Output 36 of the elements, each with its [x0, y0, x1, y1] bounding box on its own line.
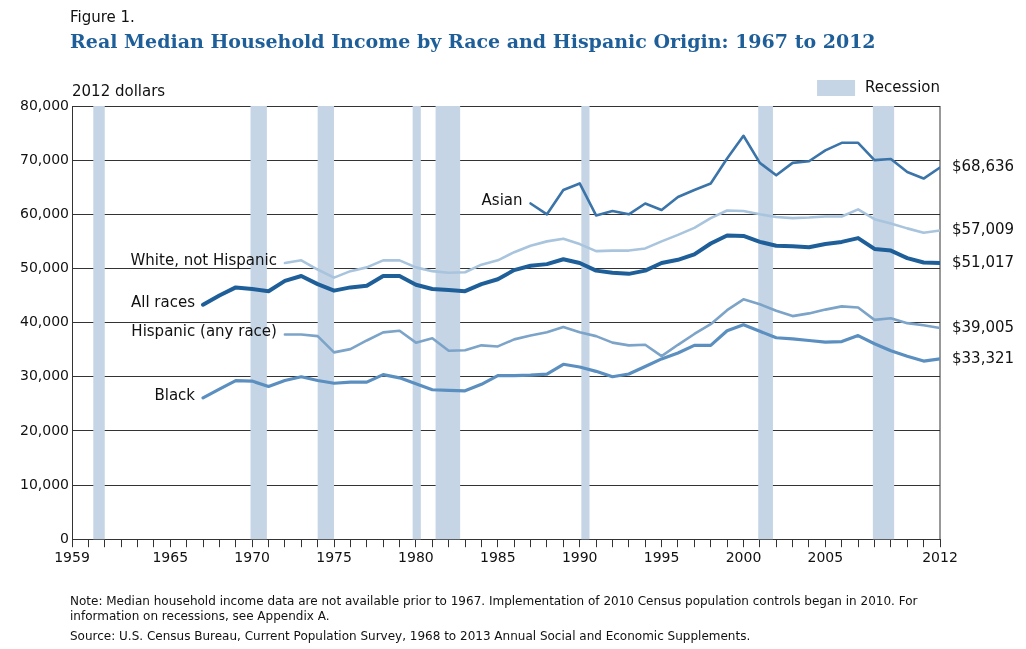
- x-tick-label: 1970: [234, 549, 270, 566]
- data-label: $39,005: [952, 317, 1015, 336]
- y-tick-label: 0: [60, 529, 69, 546]
- x-tick-label: 2005: [807, 549, 844, 566]
- series-label: Black: [154, 385, 196, 404]
- x-tick-label: 1995: [643, 549, 680, 566]
- y-tick-label: 30,000: [20, 367, 69, 384]
- y-tick-label: 70,000: [20, 150, 69, 167]
- y-tick-label: 80,000: [20, 96, 69, 113]
- series-label: All races: [131, 292, 196, 311]
- x-tick-label: 1985: [479, 549, 516, 566]
- series-label: Asian: [481, 191, 523, 210]
- data-label: $57,009: [952, 220, 1015, 239]
- x-tick-label: 1980: [398, 549, 434, 566]
- y-tick-label: 40,000: [20, 313, 69, 330]
- legend-label: Recession: [865, 77, 940, 96]
- x-tick-label: 1965: [152, 549, 189, 566]
- data-label: $68,636: [952, 157, 1015, 176]
- y-tick-label: 20,000: [20, 421, 69, 438]
- series-label: White, not Hispanic: [130, 250, 277, 269]
- x-tick-label: 1959: [54, 549, 90, 566]
- data-label: $33,321: [952, 348, 1015, 367]
- y-tick-label: 50,000: [20, 259, 69, 276]
- x-tick-label: 1975: [316, 549, 352, 566]
- chart-title: Real Median Household Income by Race and Hispanic Origin: 1967 to 2012: [70, 30, 876, 52]
- x-tick-label: 2000: [725, 549, 762, 566]
- caption: Figure 1.: [70, 8, 135, 26]
- data-label: $51,017: [952, 252, 1015, 271]
- x-tick-label: 2012: [922, 549, 958, 566]
- y-axis-title: 2012 dollars: [72, 82, 166, 101]
- y-tick-label: 10,000: [20, 475, 69, 492]
- x-tick-label: 1990: [561, 549, 598, 566]
- text: Note: Median household income data are not available prior to 1967. Implementation of 2010 Census population controls began in 2010. For information on recessions, see Appendix A.: [70, 594, 919, 624]
- source-note: Source: U.S. Census Bureau, Current Population Survey, 1968 to 2013 Annual Social and Economic Supplements.: [70, 629, 752, 644]
- series-label: Hispanic (any race): [131, 322, 277, 341]
- y-tick-label: 60,000: [20, 204, 69, 221]
